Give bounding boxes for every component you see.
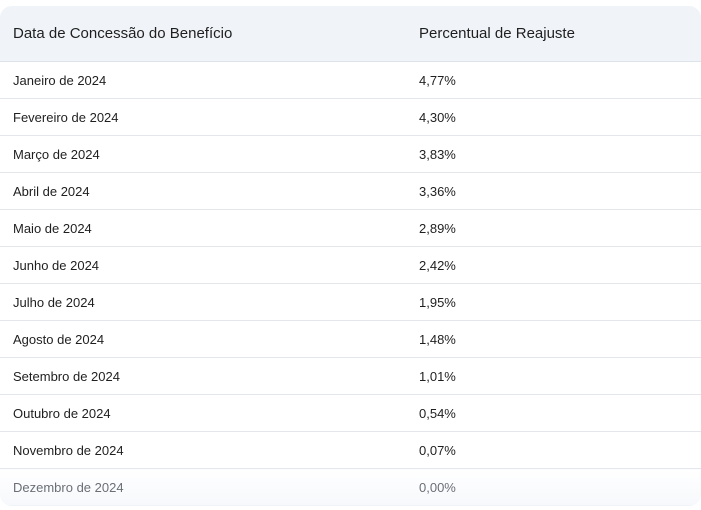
cell-date: Junho de 2024 <box>0 246 406 284</box>
cell-date: Fevereiro de 2024 <box>0 98 406 136</box>
table-row: Junho de 2024 2,42% <box>0 246 701 284</box>
cell-percentage: 4,30% <box>406 98 701 136</box>
cell-date: Maio de 2024 <box>0 209 406 247</box>
reajuste-table: Data de Concessão do Benefício Percentua… <box>0 6 701 505</box>
cell-date: Agosto de 2024 <box>0 320 406 358</box>
table-header: Data de Concessão do Benefício Percentua… <box>0 6 701 62</box>
cell-percentage: 2,42% <box>406 246 701 284</box>
table-row: Fevereiro de 2024 4,30% <box>0 98 701 136</box>
cell-date: Março de 2024 <box>0 135 406 173</box>
header-row: Data de Concessão do Benefício Percentua… <box>0 6 701 62</box>
cell-percentage: 1,48% <box>406 320 701 358</box>
cell-date: Janeiro de 2024 <box>0 61 406 99</box>
header-date: Data de Concessão do Benefício <box>0 6 406 62</box>
table-row: Outubro de 2024 0,54% <box>0 394 701 432</box>
cell-date: Novembro de 2024 <box>0 431 406 469</box>
table-row: Novembro de 2024 0,07% <box>0 431 701 469</box>
table-row: Agosto de 2024 1,48% <box>0 320 701 358</box>
cell-percentage: 1,01% <box>406 357 701 395</box>
table-row: Setembro de 2024 1,01% <box>0 357 701 395</box>
cell-date: Setembro de 2024 <box>0 357 406 395</box>
cell-percentage: 0,00% <box>406 468 701 505</box>
table-row: Abril de 2024 3,36% <box>0 172 701 210</box>
table-row: Dezembro de 2024 0,00% <box>0 468 701 505</box>
table-row: Maio de 2024 2,89% <box>0 209 701 247</box>
header-percentage: Percentual de Reajuste <box>406 6 701 62</box>
cell-date: Julho de 2024 <box>0 283 406 321</box>
table-row: Janeiro de 2024 4,77% <box>0 61 701 99</box>
cell-percentage: 0,07% <box>406 431 701 469</box>
cell-percentage: 0,54% <box>406 394 701 432</box>
cell-percentage: 1,95% <box>406 283 701 321</box>
cell-date: Abril de 2024 <box>0 172 406 210</box>
cell-date: Outubro de 2024 <box>0 394 406 432</box>
table-body: Janeiro de 2024 4,77% Fevereiro de 2024 … <box>0 61 701 505</box>
cell-percentage: 2,89% <box>406 209 701 247</box>
cell-percentage: 4,77% <box>406 61 701 99</box>
data-table-card: Data de Concessão do Benefício Percentua… <box>0 6 701 506</box>
cell-percentage: 3,83% <box>406 135 701 173</box>
cell-date: Dezembro de 2024 <box>0 468 406 505</box>
cell-percentage: 3,36% <box>406 172 701 210</box>
table-row: Março de 2024 3,83% <box>0 135 701 173</box>
table-row: Julho de 2024 1,95% <box>0 283 701 321</box>
